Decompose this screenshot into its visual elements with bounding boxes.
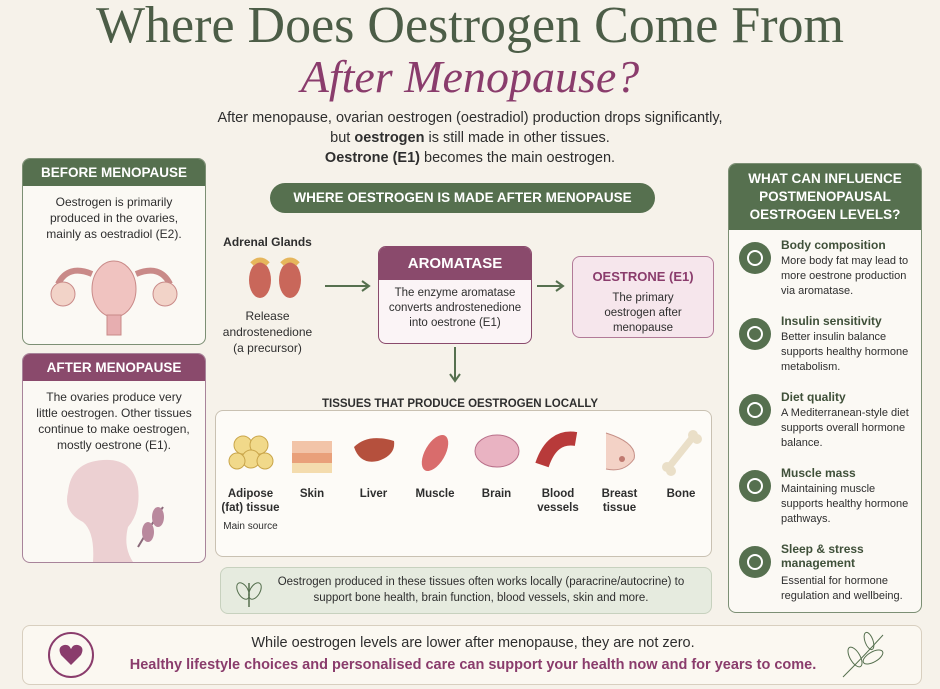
tissue-list: Adipose (fat) tissue Main source Skin Liver… — [220, 425, 710, 550]
tissue-note: Main source — [223, 521, 278, 532]
adrenal-text: Release androstenedione (a precursor) — [222, 309, 313, 355]
tissue-icon — [535, 431, 578, 468]
factor-icon — [739, 470, 771, 502]
factor-title: Diet quality — [781, 390, 846, 404]
arrow — [325, 280, 371, 292]
adrenal-icon — [249, 257, 301, 298]
factor: Muscle mass Maintaining muscle supports h… — [729, 464, 921, 536]
factor-title: Sleep & stress management — [781, 542, 864, 570]
note-box: Oestrogen produced in these tissues ofte… — [220, 567, 712, 614]
factor-text: A Mediterranean-style diet supports over… — [781, 407, 909, 449]
uterus-icon — [50, 260, 178, 336]
panel-text: Oestrogen is primarily produced in the o… — [46, 195, 182, 241]
tissue-item: Adipose (fat) tissue Main source — [220, 425, 281, 532]
tissue-icon — [292, 441, 332, 473]
panel-text: The ovaries produce very little oestroge… — [36, 390, 192, 452]
factor-text: Maintaining muscle supports healthy horm… — [781, 483, 909, 525]
heart-icon — [48, 632, 94, 678]
footer-line: While oestrogen levels are lower after m… — [251, 635, 695, 651]
arrow — [537, 280, 565, 292]
tissue-icon — [228, 435, 273, 470]
intro-line: After menopause, ovarian oestrogen (oest… — [217, 110, 723, 126]
factor-icon — [739, 394, 771, 426]
factor-text: More body fat may lead to more oestrone … — [781, 255, 909, 297]
leaves-icon — [842, 631, 884, 678]
factor-icon — [739, 546, 771, 578]
factor-title: Insulin sensitivity — [781, 314, 882, 328]
tissue-item: Muscle — [405, 425, 466, 501]
text: oestrogen — [354, 130, 425, 146]
tissue-name: Muscle — [415, 488, 455, 500]
text: Oestrone (E1) — [324, 150, 421, 166]
panel-title: WHAT CAN INFLUENCE POSTMENOPAUSAL OESTRO… — [729, 164, 921, 230]
factors-panel: WHAT CAN INFLUENCE POSTMENOPAUSAL OESTRO… — [728, 163, 922, 613]
tissues-box — [215, 410, 712, 557]
factor-icon — [739, 318, 771, 350]
aromatase-box: AROMATASE The enzyme aromatase converts … — [378, 246, 532, 344]
factor-title: Body composition — [781, 238, 886, 252]
intro: After menopause, ovarian oestrogen (oest… — [150, 108, 790, 168]
tissue-item: Bone — [651, 425, 712, 501]
tissue-item: Skin — [282, 425, 343, 501]
factor: Body composition More body fat may lead t… — [729, 236, 921, 308]
text: but — [330, 130, 355, 146]
factor-icon — [739, 242, 771, 274]
tissue-icon — [662, 430, 702, 476]
factor: Sleep & stress management Essential for h… — [729, 540, 921, 612]
before-panel: BEFORE MENOPAUSE Oestrogen is primarily … — [22, 158, 206, 345]
after-panel: AFTER MENOPAUSE The ovaries produce very… — [22, 353, 206, 563]
tissues-title: TISSUES THAT PRODUCE OESTROGEN LOCALLY — [280, 398, 640, 410]
footer: While oestrogen levels are lower after m… — [22, 625, 922, 685]
tissue-name: Brain — [481, 488, 512, 500]
box-text: The enzyme aromatase converts androstene… — [388, 287, 522, 329]
tissue-name: Skin — [299, 488, 325, 500]
note-text: Oestrogen produced in these tissues ofte… — [277, 576, 685, 604]
text: is still made in other tissues. — [424, 130, 610, 146]
factor-text: Essential for hormone regulation and wel… — [781, 575, 903, 602]
oestrone-box: OESTRONE (E1) The primary oestrogen afte… — [572, 256, 714, 338]
tissue-icon — [474, 434, 519, 468]
factor-text: Better insulin balance supports healthy … — [781, 331, 909, 373]
tissue-icon — [353, 438, 394, 462]
subtitle: After Menopause? — [300, 51, 640, 102]
intro-line: Oestrone (E1) becomes the main oestrogen… — [150, 148, 790, 168]
tissue-item: Liver — [343, 425, 404, 501]
intro-line: but oestrogen is still made in other tis… — [150, 128, 790, 148]
tissue-name: Liver — [359, 488, 388, 500]
box-text: The primary oestrogen after menopause — [604, 292, 682, 334]
section-banner: WHERE OESTROGEN IS MADE AFTER MENOPAUSE — [270, 183, 655, 213]
box-title: OESTRONE (E1) — [592, 269, 694, 284]
tissue-item: Breast tissue — [589, 425, 650, 515]
panel-title: AFTER MENOPAUSE — [23, 354, 205, 381]
tissue-icon — [421, 434, 449, 472]
footer-line: Healthy lifestyle choices and personalis… — [129, 657, 817, 673]
tissue-name: Bone — [666, 488, 696, 500]
tissue-item: Brain — [466, 425, 527, 501]
tissue-name: Blood vessels — [537, 488, 579, 514]
tissue-icon — [605, 432, 635, 471]
tissue-item: Blood vessels — [528, 425, 589, 515]
title: Where Does Oestrogen Come From — [95, 0, 845, 54]
factor-title: Muscle mass — [781, 466, 856, 480]
factor: Diet quality A Mediterranean-style diet s… — [729, 388, 921, 460]
tissue-name: Adipose (fat) tissue — [221, 488, 280, 514]
leaf-icon — [236, 582, 262, 607]
profile-icon — [67, 459, 164, 562]
box-title: AROMATASE — [379, 247, 531, 280]
arrow — [449, 347, 461, 383]
panel-title: BEFORE MENOPAUSE — [23, 159, 205, 186]
tissue-name: Breast tissue — [601, 488, 638, 514]
text: becomes the main oestrogen. — [420, 150, 616, 166]
factor: Insulin sensitivity Better insulin balanc… — [729, 312, 921, 384]
adrenal-title: Adrenal Glands — [223, 235, 312, 249]
